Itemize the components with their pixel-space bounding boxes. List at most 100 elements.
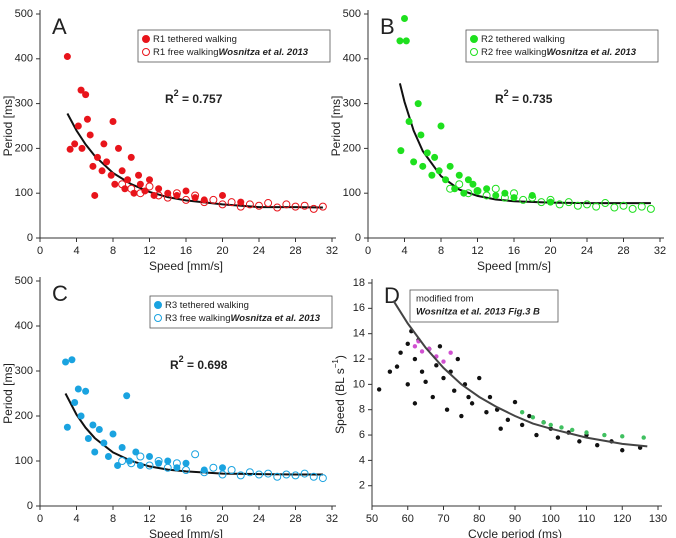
data-point	[264, 469, 273, 478]
data-point	[437, 122, 445, 130]
data-point	[402, 37, 410, 45]
data-point	[546, 195, 555, 204]
data-point	[487, 394, 493, 400]
data-point	[309, 204, 318, 213]
panel: 2 4 6 8 10 12 14 16 18 50 60 70 80 90 100 110 120 130 Cycl…	[331, 277, 667, 538]
data-point	[77, 86, 85, 94]
data-point	[555, 435, 561, 440]
panel-label: C	[52, 281, 68, 306]
y-tick-label: 2	[359, 480, 365, 492]
legend-label: R1 free walkingWosnitza et al. 2013	[153, 47, 309, 58]
data-point	[98, 167, 106, 175]
note-text: modified from	[416, 294, 474, 305]
y-tick-label: 6	[359, 429, 365, 441]
data-point	[136, 452, 145, 461]
data-point	[200, 468, 209, 477]
data-point	[417, 131, 425, 139]
data-point	[163, 193, 172, 202]
y-axis-label-text: Speed (BL s	[333, 368, 347, 434]
data-point	[570, 427, 575, 433]
y-tick-label: 500	[15, 8, 33, 20]
legend-name: R1 tethered walking	[153, 34, 237, 45]
data-point	[136, 462, 144, 469]
data-point	[155, 459, 163, 467]
data-point	[182, 187, 190, 195]
data-point	[173, 191, 181, 199]
y-tick-label: 14	[353, 328, 365, 340]
data-point	[423, 379, 428, 385]
data-point	[601, 199, 610, 208]
data-point	[130, 189, 138, 197]
r-squared-value: = 0.757	[179, 92, 223, 106]
legend-name: R1 free walking	[153, 47, 218, 58]
legend-marker	[142, 48, 150, 56]
data-point	[182, 466, 190, 474]
y-axis-label-text: Period [ms]	[1, 363, 15, 424]
data-point	[482, 191, 491, 200]
legend-label: R3 tethered walking	[165, 300, 249, 311]
x-tick-label: 4	[73, 513, 79, 525]
data-point	[182, 459, 190, 467]
data-point	[483, 185, 491, 193]
y-axis-label-text: Period [ms]	[1, 96, 15, 157]
y-axis-label: Period [ms]	[1, 96, 15, 157]
x-axis-label: Cycle period (ms)	[468, 527, 562, 538]
data-point	[236, 202, 245, 211]
data-point	[541, 420, 546, 425]
data-point	[191, 450, 200, 459]
data-point	[528, 193, 537, 202]
data-point	[273, 472, 282, 481]
x-tick-label: 28	[289, 513, 301, 525]
data-point	[118, 457, 127, 465]
data-point	[164, 457, 172, 465]
data-point	[564, 198, 573, 207]
data-point	[477, 375, 482, 381]
x-tick-label: 110	[578, 513, 596, 525]
fit-curve	[66, 113, 323, 209]
r-squared-sup: 2	[174, 88, 179, 98]
x-axis-label: Speed [mm/s]	[477, 259, 551, 273]
y-axis-label-text: Period [ms]	[329, 96, 343, 157]
data-point	[446, 162, 454, 170]
data-point	[464, 176, 472, 184]
data-point	[135, 171, 143, 179]
data-point	[318, 202, 327, 211]
y-tick-label: 18	[353, 277, 365, 289]
data-point	[309, 472, 318, 481]
data-point	[103, 158, 111, 166]
y-tick-label: 100	[15, 187, 33, 199]
data-point	[610, 203, 619, 212]
data-point	[519, 195, 528, 204]
y-tick-label: 10	[353, 378, 365, 390]
r-squared: R2 = 0.735	[495, 88, 553, 106]
data-point	[620, 434, 625, 439]
data-point	[592, 202, 601, 211]
data-point	[136, 189, 145, 198]
data-point	[455, 180, 464, 189]
panel: 0 100 200 300 400 500 0 4 8 12 16 20 24 28 32 Speed [mm…	[329, 8, 666, 273]
data-point	[434, 363, 439, 368]
legend-box	[409, 289, 559, 323]
x-tick-label: 20	[216, 513, 228, 525]
data-point	[172, 189, 181, 198]
data-point	[469, 180, 477, 188]
data-point	[145, 182, 154, 191]
y-tick-label: 300	[15, 98, 33, 110]
data-point	[646, 204, 655, 213]
data-point	[441, 359, 446, 364]
data-point	[459, 413, 464, 419]
data-point	[419, 162, 427, 170]
data-point	[455, 171, 463, 179]
x-tick-label: 28	[289, 245, 301, 257]
data-point	[444, 407, 450, 412]
data-point	[109, 118, 117, 126]
data-point	[236, 471, 245, 480]
data-point	[146, 176, 153, 184]
x-tick-label: 28	[617, 245, 629, 257]
data-point	[291, 471, 300, 480]
x-tick-label: 32	[326, 513, 338, 525]
legend-label: R2 tethered walking	[481, 34, 565, 45]
data-point	[111, 180, 119, 188]
